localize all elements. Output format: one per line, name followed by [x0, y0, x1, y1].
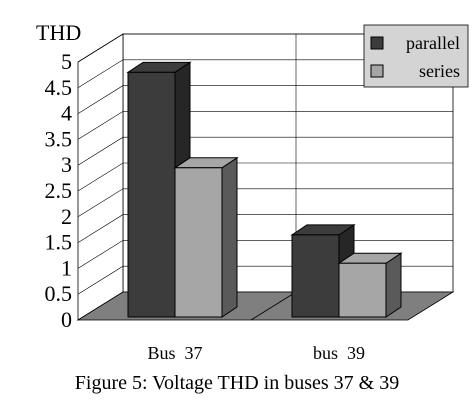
- x-tick-label: Bus 37: [147, 343, 202, 363]
- x-tick-label: bus 39: [313, 343, 365, 363]
- floor-divider: [250, 291, 297, 321]
- gridline: [77, 136, 453, 166]
- y-axis-label: THD: [36, 20, 81, 45]
- bar-side: [221, 156, 238, 318]
- figure-caption: Figure 5: Voltage THD in buses 37 & 39: [74, 372, 400, 394]
- bar-series-1: [338, 262, 387, 318]
- gridline: [77, 33, 453, 63]
- y-tick-label: 0: [61, 307, 72, 332]
- gridline: [77, 214, 453, 243]
- legend-label: series: [419, 61, 460, 81]
- gridline: [77, 162, 453, 192]
- y-tick-label: 1: [61, 255, 72, 280]
- bar-parallel-0: [127, 71, 176, 318]
- gridline: [77, 188, 453, 218]
- y-tick-label: 0.5: [45, 281, 73, 306]
- legend-swatch: [370, 64, 384, 78]
- gridline: [77, 111, 453, 140]
- y-tick-label: 3.5: [45, 126, 73, 151]
- y-tick-label: 3: [61, 152, 72, 177]
- bar-side: [385, 252, 402, 318]
- y-tick-label: 4.5: [45, 75, 73, 100]
- bar-parallel-1: [291, 234, 340, 318]
- y-tick-label: 1.5: [45, 230, 73, 255]
- y-tick-label: 2.5: [45, 178, 73, 203]
- legend-label: parallel: [406, 33, 460, 53]
- legend-swatch: [370, 36, 384, 50]
- gridline: [77, 85, 453, 114]
- y-tick-label: 5: [61, 49, 72, 74]
- y-tick-label: 2: [61, 204, 72, 229]
- y-tick-label: 4: [61, 101, 72, 126]
- gridline: [77, 59, 453, 89]
- bar-series-0: [174, 167, 223, 318]
